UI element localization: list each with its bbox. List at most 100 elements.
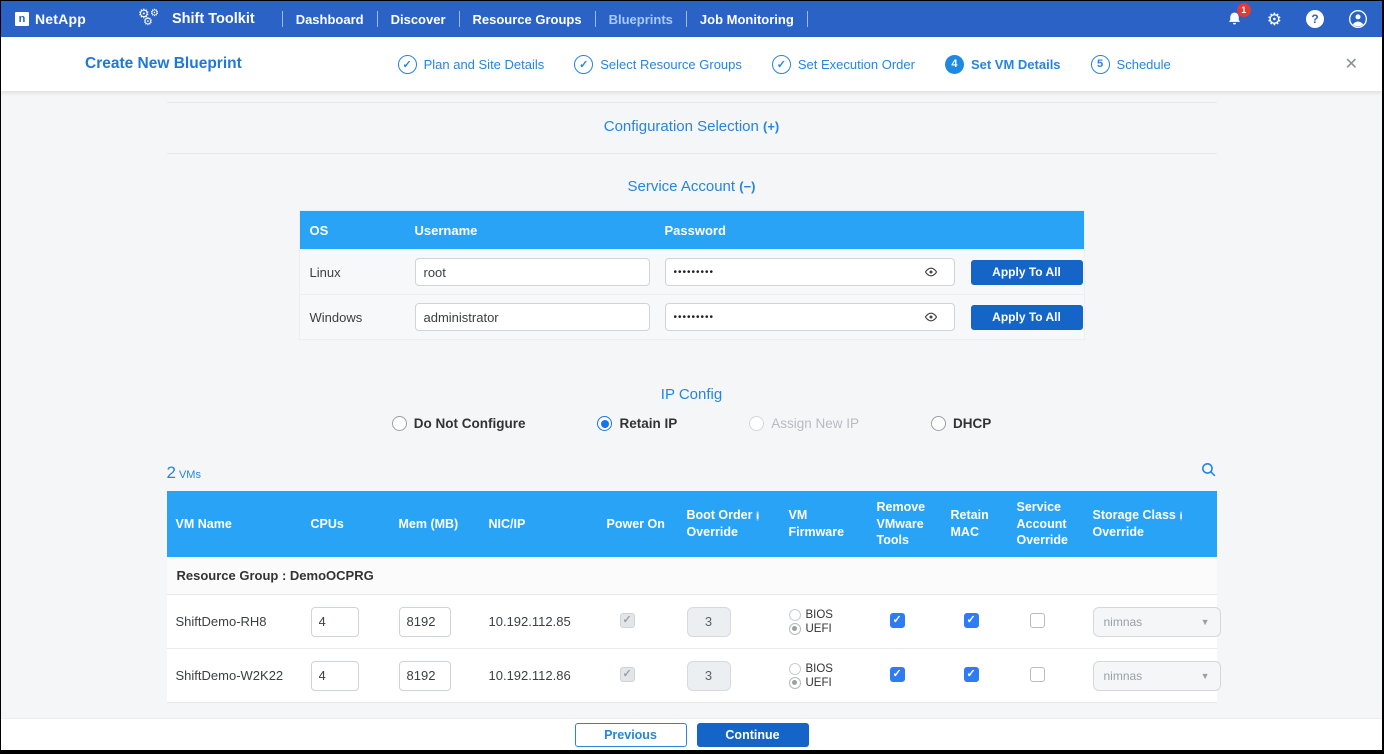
notifications-bell-icon[interactable]: 1 (1226, 3, 1251, 28)
step-set-execution-order[interactable]: Set Execution Order (771, 54, 915, 74)
continue-button[interactable]: Continue (696, 723, 809, 747)
netapp-brand-name: NetApp (35, 11, 86, 27)
override-label: Override (686, 524, 738, 539)
step-select-resource-groups[interactable]: Select Resource Groups (574, 54, 742, 74)
column-header-os: OS (309, 222, 329, 238)
nav-item-blueprints[interactable]: Blueprints (608, 11, 673, 27)
column-header-retain-mac: Retain MAC (950, 508, 989, 539)
nav-item-resource-groups[interactable]: Resource Groups (472, 11, 582, 27)
boot-order-info-icon[interactable]: i (756, 510, 759, 521)
radio-icon (788, 662, 801, 675)
vm-row-shiftdemo-w2k22: ShiftDemo-W2K22 10.192.112.86 BIOS UEF (166, 649, 1221, 703)
chevron-down-icon: ▼ (1200, 670, 1210, 681)
os-label: Linux (309, 264, 341, 280)
column-header-vm-name: VM Name (175, 516, 232, 531)
nav-item-job-monitoring[interactable]: Job Monitoring (699, 11, 794, 27)
boot-order-label: Boot Order (686, 507, 753, 522)
top-nav: n NetApp ⚙ ⚙ ⚙ Shift Toolkit Dashboard Dis… (1, 1, 1382, 37)
resource-group-row: Resource Group : DemoOCPRG (166, 557, 1217, 595)
retain-mac-checkbox[interactable] (963, 612, 979, 628)
ip-option-assign-new-ip[interactable]: Assign New IP (749, 416, 859, 431)
ip-config-options: Do Not Configure Retain IP Assign New IP… (167, 416, 1217, 431)
wizard-steps: Plan and Site Details Select Resource Gr… (242, 54, 1327, 74)
nav-actions: 1 ⚙ ? (1226, 3, 1368, 29)
ip-option-retain-ip[interactable]: Retain IP (597, 416, 677, 431)
service-account-collapse-toggle[interactable]: (−) (739, 179, 756, 194)
show-password-eye-icon[interactable] (924, 265, 938, 282)
mem-input[interactable] (398, 660, 451, 691)
account-icon[interactable] (1348, 9, 1368, 29)
radio-icon[interactable] (391, 416, 407, 431)
service-account-label: Service Account (627, 178, 736, 195)
divider (166, 153, 1217, 154)
password-field[interactable] (664, 258, 955, 286)
storage-class-dropdown: nimnas ▼ (1092, 660, 1221, 691)
radio-icon (749, 416, 765, 431)
step-label: Plan and Site Details (423, 56, 545, 72)
firmware-option-uefi: UEFI (788, 622, 868, 635)
column-header-username: Username (414, 222, 478, 238)
step-plan-and-site-details[interactable]: Plan and Site Details (397, 54, 545, 74)
nic-ip-value: 10.192.112.86 (488, 668, 571, 683)
step-schedule[interactable]: 5 Schedule (1090, 54, 1171, 74)
shift-toolkit-logo-icon: ⚙ ⚙ ⚙ (137, 6, 159, 28)
ip-option-dhcp[interactable]: DHCP (931, 416, 991, 431)
firmware-option-bios: BIOS (788, 662, 868, 675)
vm-count-number: 2 (166, 463, 176, 482)
cpus-input[interactable] (310, 606, 359, 637)
netapp-logo[interactable]: n NetApp (15, 11, 86, 27)
search-icon[interactable] (1200, 461, 1217, 483)
remove-vmware-tools-checkbox[interactable] (889, 666, 905, 682)
radio-icon[interactable] (597, 416, 613, 431)
firmware-option-uefi: UEFI (788, 676, 868, 689)
ip-option-label: Assign New IP (771, 416, 860, 431)
nav-item-discover[interactable]: Discover (390, 11, 446, 27)
firmware-option-bios: BIOS (788, 608, 868, 621)
nav-item-dashboard[interactable]: Dashboard (295, 11, 364, 27)
vm-count: 2 VMs (167, 463, 201, 483)
cpus-input[interactable] (310, 660, 359, 691)
username-field[interactable] (414, 303, 650, 331)
step-set-vm-details[interactable]: 4 Set VM Details (944, 54, 1061, 74)
previous-button[interactable]: Previous (574, 723, 687, 747)
apply-to-all-button[interactable]: Apply To All (970, 304, 1083, 330)
username-field[interactable] (414, 258, 650, 286)
service-account-override-checkbox[interactable] (1029, 612, 1045, 628)
vms-list-header: 2 VMs (167, 461, 1217, 483)
storage-class-label: Storage Class (1092, 507, 1176, 522)
remove-vmware-tools-checkbox[interactable] (889, 612, 905, 628)
app-home-link[interactable]: ⚙ ⚙ ⚙ Shift Toolkit (138, 7, 255, 31)
mem-input[interactable] (398, 606, 451, 637)
boot-order-input (686, 660, 731, 691)
main-content: Configuration Selection (+) Service Acco… (1, 91, 1382, 718)
step-done-check-icon (397, 54, 417, 74)
radio-icon[interactable] (931, 416, 947, 431)
show-password-eye-icon[interactable] (924, 310, 938, 327)
ip-option-do-not-configure[interactable]: Do Not Configure (391, 416, 525, 431)
retain-mac-checkbox[interactable] (963, 666, 979, 682)
apply-to-all-button[interactable]: Apply To All (970, 259, 1083, 285)
service-account-table: OS Username Password Linux Apply To All (298, 210, 1085, 340)
help-icon[interactable]: ? (1306, 10, 1324, 28)
storage-class-info-icon[interactable]: i (1179, 510, 1183, 521)
close-icon[interactable]: ✕ (1344, 56, 1358, 73)
boot-order-input (686, 606, 731, 637)
service-account-override-checkbox[interactable] (1029, 666, 1045, 682)
netapp-logo-icon: n (15, 12, 29, 26)
configuration-selection-expand-toggle[interactable]: (+) (763, 119, 780, 134)
step-label: Set Execution Order (797, 56, 915, 72)
service-account-row-windows: Windows Apply To All (299, 294, 1084, 339)
step-number-icon: 4 (944, 54, 964, 74)
chevron-down-icon: ▼ (1200, 616, 1210, 627)
step-label: Set VM Details (970, 56, 1061, 72)
column-header-service-account-override: Service Account Override (1016, 499, 1068, 548)
password-field[interactable] (664, 303, 955, 331)
step-label: Select Resource Groups (600, 56, 742, 72)
column-header-boot-order-override: Boot Order i Override (678, 507, 780, 541)
column-header-remove-vmware-tools: Remove VMware Tools (876, 499, 926, 548)
nic-ip-value: 10.192.112.85 (488, 614, 571, 629)
settings-gear-icon[interactable]: ⚙ (1266, 9, 1282, 29)
column-header-mem: Mem (MB) (398, 516, 459, 531)
column-header-password: Password (664, 222, 726, 238)
